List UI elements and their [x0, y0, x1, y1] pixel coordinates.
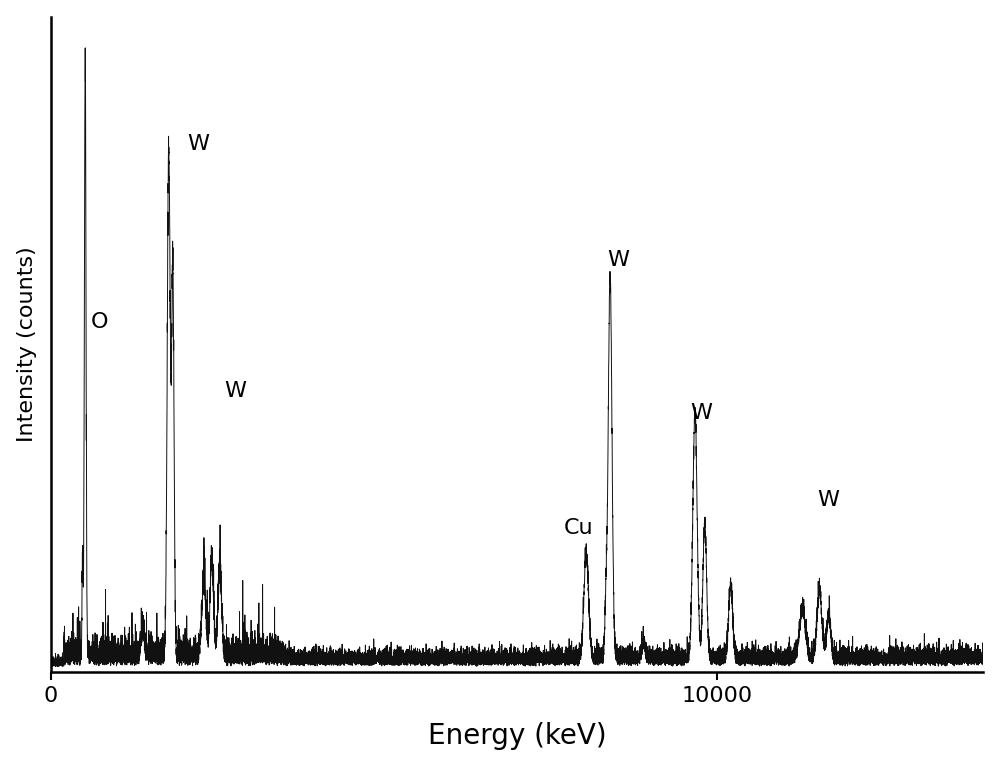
Text: W: W — [817, 490, 839, 510]
Text: W: W — [187, 134, 209, 154]
Y-axis label: Intensity (counts): Intensity (counts) — [17, 247, 37, 443]
Text: Cu: Cu — [564, 518, 593, 538]
Text: O: O — [91, 312, 108, 332]
Text: W: W — [607, 249, 629, 270]
X-axis label: Energy (keV): Energy (keV) — [428, 723, 606, 750]
Text: W: W — [224, 380, 246, 401]
Text: W: W — [690, 403, 712, 423]
